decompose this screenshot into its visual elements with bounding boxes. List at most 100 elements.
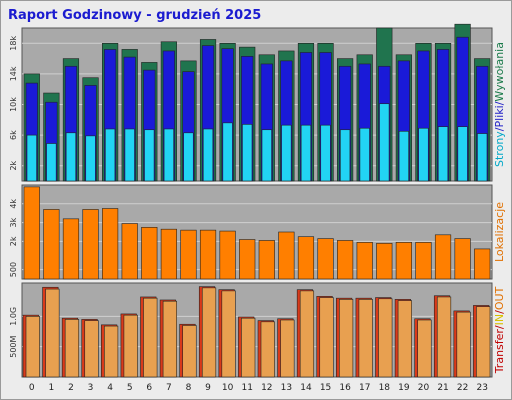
y-tick-label: 4k xyxy=(9,199,18,209)
bar-top-series2-hour-2 xyxy=(65,132,77,182)
bar-top-series2-hour-11 xyxy=(242,124,253,182)
bar-bottom-series1-hour-19 xyxy=(397,300,412,378)
bar-bottom-series1-hour-23 xyxy=(476,306,491,378)
bar-top-series2-hour-13 xyxy=(281,124,292,182)
bar-bottom-series1-hour-11 xyxy=(241,317,256,378)
hour-label-1: 1 xyxy=(49,383,55,393)
bar-middle-series0-hour-23 xyxy=(474,248,491,280)
bar-middle-series0-hour-16 xyxy=(337,240,354,280)
legend-part: IN xyxy=(493,314,506,325)
hour-label-10: 10 xyxy=(222,383,234,393)
legend-part: Lokalizacje xyxy=(493,202,506,262)
legend-part: / xyxy=(493,127,506,131)
bar-top-series2-hour-9 xyxy=(202,128,214,182)
bar-middle-series0-hour-10 xyxy=(219,230,236,280)
legend-label-bottom: Transfer/IN/OUT xyxy=(493,286,506,374)
bar-bottom-series1-hour-22 xyxy=(456,311,471,378)
bar-middle-series0-hour-15 xyxy=(317,238,334,280)
bar-middle-series0-hour-4 xyxy=(102,208,119,280)
hour-label-15: 15 xyxy=(320,383,331,393)
bar-top-series2-hour-22 xyxy=(457,126,468,182)
hour-label-12: 12 xyxy=(261,383,272,393)
bar-middle-series0-hour-7 xyxy=(160,228,177,280)
bar-bottom-series1-hour-8 xyxy=(182,325,197,378)
hour-label-6: 6 xyxy=(146,383,152,393)
bar-bottom-series1-hour-4 xyxy=(104,325,119,378)
bar-middle-series0-hour-0 xyxy=(23,186,40,280)
legend-part: OUT xyxy=(493,286,506,310)
hour-label-21: 21 xyxy=(437,383,448,393)
bar-top-series2-hour-0 xyxy=(26,134,37,182)
y-tick-label: 2k xyxy=(9,160,18,170)
bar-bottom-series1-hour-20 xyxy=(417,319,432,378)
bar-middle-series0-hour-13 xyxy=(278,231,295,280)
bar-middle-series0-hour-8 xyxy=(180,229,197,280)
bar-middle-series0-hour-21 xyxy=(434,234,452,280)
bar-top-series2-hour-16 xyxy=(340,129,351,182)
hour-label-2: 2 xyxy=(68,383,74,393)
hour-label-9: 9 xyxy=(205,383,211,393)
hour-label-19: 19 xyxy=(398,383,410,393)
legend-label-top: Strony/Pliki/Wywołania xyxy=(493,42,506,167)
bar-bottom-series1-hour-3 xyxy=(84,320,99,378)
bar-middle-series0-hour-1 xyxy=(43,209,60,280)
y-tick-label: 14k xyxy=(9,66,18,81)
y-tick-label: 10k xyxy=(9,97,18,112)
bar-bottom-series1-hour-18 xyxy=(378,298,393,378)
bar-top-series2-hour-5 xyxy=(124,128,135,182)
bar-bottom-series1-hour-5 xyxy=(123,314,138,378)
legend-part: / xyxy=(493,325,506,329)
bar-bottom-series1-hour-17 xyxy=(358,299,373,378)
bar-middle-series0-hour-3 xyxy=(82,209,99,280)
legend-label-middle: Lokalizacje xyxy=(493,202,506,262)
bar-middle-series0-hour-12 xyxy=(258,240,275,280)
bar-middle-series0-hour-20 xyxy=(415,242,432,280)
y-tick-label: 6k xyxy=(9,130,18,140)
bar-middle-series0-hour-14 xyxy=(297,236,315,280)
bar-middle-series0-hour-18 xyxy=(376,242,393,280)
bar-top-series2-hour-1 xyxy=(46,143,57,182)
hour-label-23: 23 xyxy=(476,383,487,393)
bar-top-series2-hour-21 xyxy=(437,126,449,182)
bar-bottom-series1-hour-21 xyxy=(436,296,452,378)
bar-bottom-series1-hour-6 xyxy=(143,297,158,378)
hour-label-16: 16 xyxy=(339,383,351,393)
plot-area-middle xyxy=(21,184,493,280)
bar-middle-series0-hour-19 xyxy=(395,242,412,280)
legend-part: / xyxy=(493,310,506,314)
bar-bottom-series1-hour-15 xyxy=(319,297,334,378)
bar-top-series2-hour-23 xyxy=(477,133,488,182)
bar-top-series2-hour-18 xyxy=(379,103,390,182)
bar-middle-series0-hour-6 xyxy=(141,227,158,280)
y-tick-label: 3k xyxy=(9,217,18,227)
bar-top-series2-hour-15 xyxy=(320,124,331,182)
chart-title: Raport Godzinowy - grudzień 2025 xyxy=(8,8,261,23)
bar-top-series2-hour-3 xyxy=(85,135,96,182)
legend-part: Wywołania xyxy=(493,42,506,102)
bar-bottom-series1-hour-14 xyxy=(299,290,315,378)
hour-label-22: 22 xyxy=(457,383,468,393)
hour-axis-labels: 0 1 2 3 4 5 6 7 8 9 10 11 12 13 14 15 16 17 18 19 20 21 22 23 xyxy=(29,383,488,393)
hour-label-18: 18 xyxy=(379,383,391,393)
legend-part: Pliki xyxy=(493,105,506,127)
bar-middle-series0-hour-2 xyxy=(62,218,80,280)
y-tick-label: 2k xyxy=(9,236,18,246)
bar-top-series2-hour-17 xyxy=(359,127,370,182)
bar-top-series2-hour-6 xyxy=(144,129,155,182)
bar-bottom-series1-hour-0 xyxy=(25,316,40,378)
bar-bottom-series1-hour-1 xyxy=(45,288,60,378)
hour-label-5: 5 xyxy=(127,383,133,393)
y-tick-label: 500 xyxy=(9,262,18,277)
bar-bottom-series1-hour-16 xyxy=(339,299,354,378)
bar-middle-series0-hour-22 xyxy=(454,238,471,280)
bar-bottom-series1-hour-9 xyxy=(201,287,217,378)
bar-top-series2-hour-8 xyxy=(183,132,194,182)
bar-top-series2-hour-7 xyxy=(163,128,174,182)
hour-label-14: 14 xyxy=(300,383,312,393)
bar-middle-series0-hour-9 xyxy=(199,229,217,280)
bar-bottom-series1-hour-10 xyxy=(221,290,236,378)
hour-label-17: 17 xyxy=(359,383,370,393)
hour-label-11: 11 xyxy=(241,383,252,393)
